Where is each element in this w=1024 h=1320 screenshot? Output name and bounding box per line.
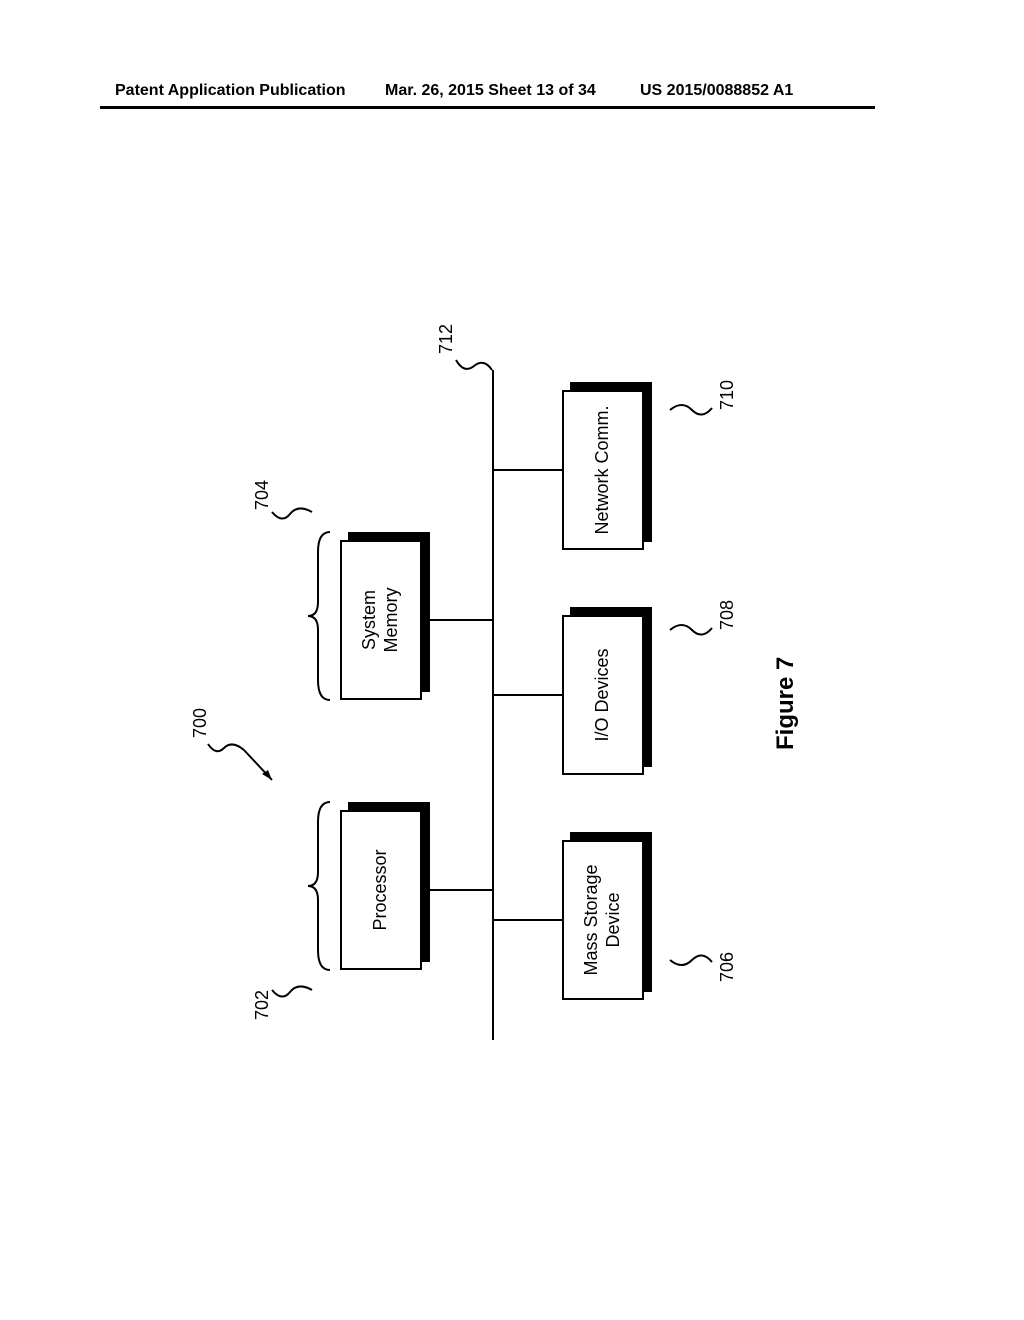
header-mid: Mar. 26, 2015 Sheet 13 of 34 (385, 82, 596, 100)
figure-canvas: Processor System Memory Mass Stor (212, 290, 812, 1110)
page: Patent Application Publication Mar. 26, … (0, 0, 1024, 1320)
ref-712: 712 (436, 324, 457, 354)
ref-700: 700 (190, 708, 211, 738)
ref-710: 710 (717, 380, 738, 410)
header-left: Patent Application Publication (115, 82, 346, 100)
header-right: US 2015/0088852 A1 (640, 82, 793, 100)
header-rule (100, 106, 875, 109)
ref-704: 704 (252, 480, 273, 510)
ref-708: 708 (717, 600, 738, 630)
ref-702: 702 (252, 990, 273, 1020)
annotations-svg (212, 290, 812, 1110)
figure-title: Figure 7 (772, 657, 800, 750)
ref-706: 706 (717, 952, 738, 982)
